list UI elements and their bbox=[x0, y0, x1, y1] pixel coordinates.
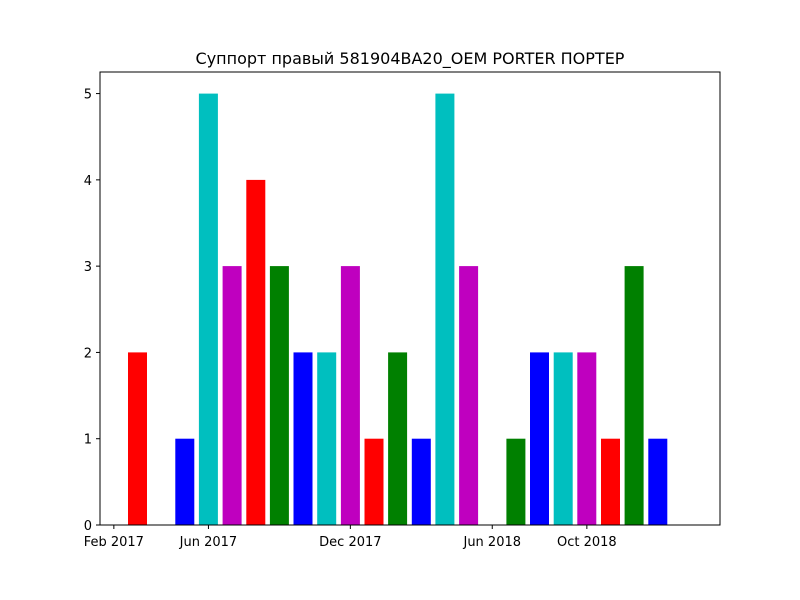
bar-2018-04 bbox=[435, 93, 455, 525]
bar-2019-01 bbox=[648, 438, 668, 525]
bar-2017-10 bbox=[293, 352, 313, 525]
y-tick-label: 3 bbox=[84, 260, 92, 275]
bar-2018-09 bbox=[553, 352, 573, 525]
bar-2018-07 bbox=[506, 438, 526, 525]
x-tick-label: Jun 2018 bbox=[462, 535, 521, 550]
bar-2017-05 bbox=[175, 438, 195, 525]
bar-2018-12 bbox=[624, 266, 644, 525]
chart-title: Суппорт правый 581904BA20_OEM PORTER ПОР… bbox=[196, 49, 625, 69]
bar-2018-08 bbox=[530, 352, 549, 525]
y-tick-label: 4 bbox=[84, 174, 92, 189]
bar-2018-01 bbox=[364, 438, 384, 525]
x-tick-label: Dec 2017 bbox=[319, 535, 381, 550]
bar-2017-07 bbox=[222, 266, 242, 525]
bar-2017-09 bbox=[269, 266, 289, 525]
bar-2017-12 bbox=[340, 266, 360, 525]
bar-2017-08 bbox=[246, 179, 266, 525]
bar-2018-11 bbox=[601, 438, 620, 525]
x-tick-label: Feb 2017 bbox=[84, 535, 144, 550]
bar-2018-10 bbox=[577, 352, 597, 525]
x-tick-label: Jun 2017 bbox=[179, 535, 238, 550]
y-tick-label: 0 bbox=[84, 519, 92, 534]
y-tick-label: 2 bbox=[84, 346, 92, 361]
bar-2018-02 bbox=[388, 352, 408, 525]
plot-frame bbox=[99, 71, 721, 526]
y-tick-label: 1 bbox=[84, 433, 92, 448]
bar-2017-11 bbox=[317, 352, 337, 525]
bar-2017-06 bbox=[198, 93, 218, 525]
bar-2018-05 bbox=[459, 266, 479, 525]
bar-2018-03 bbox=[411, 438, 431, 525]
bar-2017-03 bbox=[128, 352, 147, 525]
axes-layer: 0 1 2 3 4 5 Feb 2017 Jun 2017 Dec 2017 Jun 2018 Oc… bbox=[84, 88, 617, 550]
x-tick-label: Oct 2018 bbox=[557, 535, 617, 550]
y-tick-label: 5 bbox=[84, 88, 92, 103]
bars-layer bbox=[128, 93, 668, 525]
